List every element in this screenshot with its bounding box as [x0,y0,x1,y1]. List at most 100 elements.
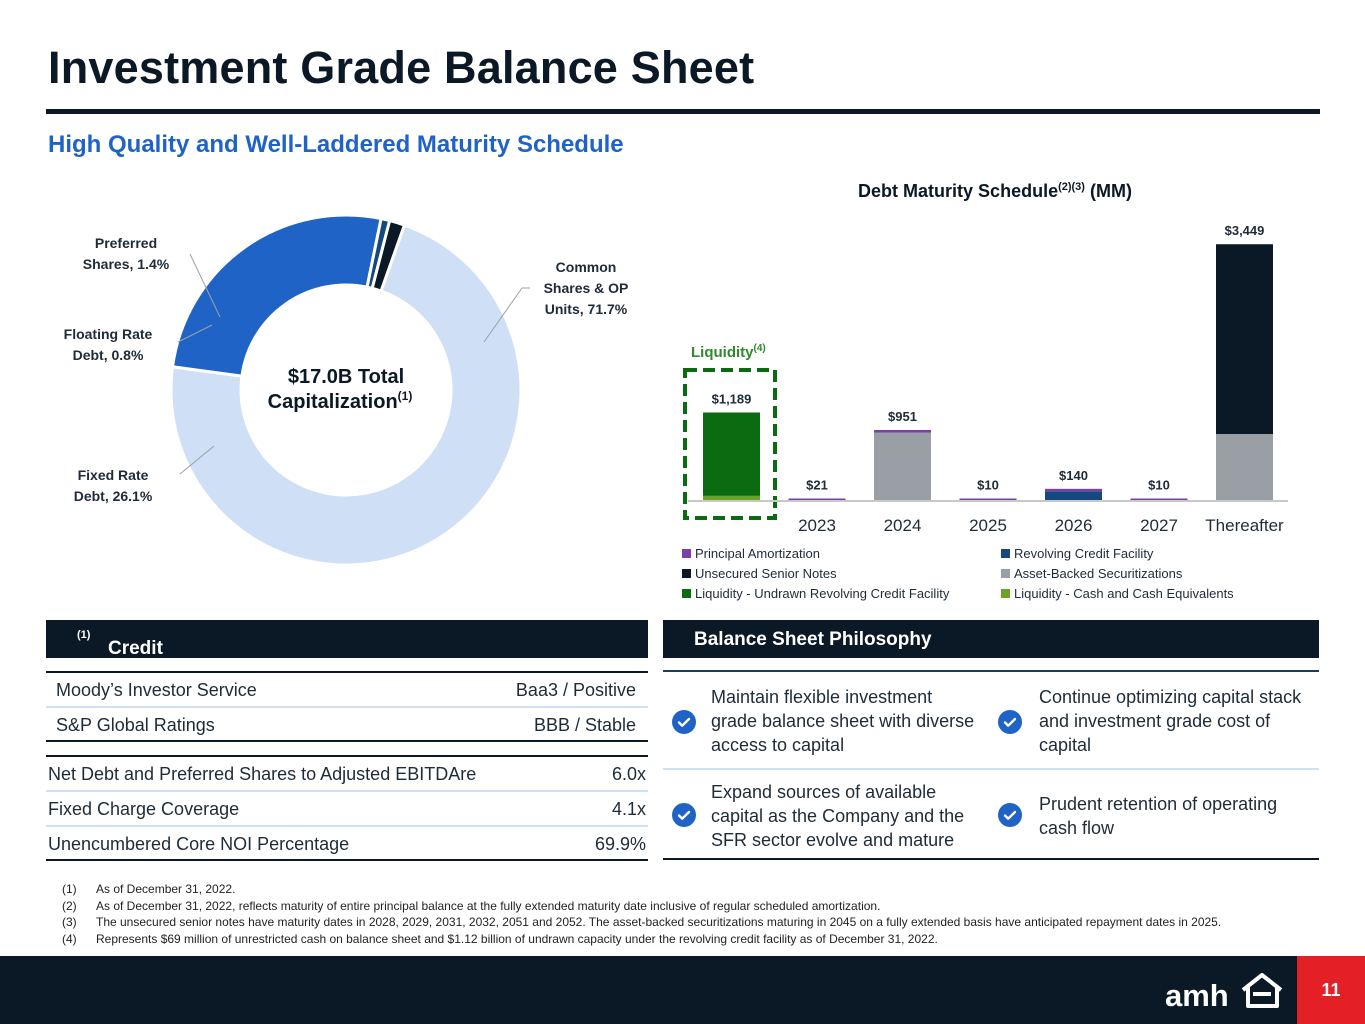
metric-label: Net Debt and Preferred Shares to Adjuste… [48,764,477,784]
philosophy-item-1: Maintain flexible investment grade balanc… [711,685,974,757]
bar-liquidity-liquidity-cash-and-cash-equivalents [703,495,760,501]
bar-2026-principal-amortization [1045,488,1102,492]
metrics-bottom-rule [46,859,648,861]
x-tick-label: 2027 [1140,516,1178,535]
bar-Thereafter-asset-backed-securitizations [1216,434,1273,501]
leader-line-fixed [179,445,215,475]
footnote-number: (1) [62,882,77,896]
check-icon [672,710,696,734]
metrics-top-rule [46,755,648,757]
check-icon [672,803,696,827]
leader-line-floating [177,324,213,343]
metric-label: Unencumbered Core NOI Percentage [48,834,350,854]
ratings-top-rule [46,671,648,673]
label-common-2: Shares & OP [544,280,629,296]
metric-row-net-debt: Net Debt and Preferred Shares to Adjuste… [46,757,648,791]
legend-swatch [682,569,691,578]
logo-text: amh [1165,978,1229,1012]
rating-row-moodys: Moody’s Investor Service Baa3 / Positive [46,673,648,707]
amh-logo: amh [1165,973,1283,1012]
label-common-1: Common [556,259,617,275]
philosophy-line: capital as the Company and the [711,806,965,826]
label-floating-2: Debt, 0.8% [73,347,144,363]
leader-line-common [483,287,523,343]
liquidity-box [683,368,777,520]
metric-row-fixed-charge: Fixed Charge Coverage 4.1x [46,792,648,826]
ratings-bottom-rule [46,740,648,742]
legend-item-liquidity-cash: Liquidity - Cash and Cash Equivalents [1001,586,1234,601]
philosophy-line: Continue optimizing capital stack [1039,687,1302,707]
house-icon [1241,973,1283,1008]
bar-total-label: $10 [1148,478,1170,493]
bar-Thereafter-unsecured-senior-notes [1216,244,1273,434]
footnote-number: (3) [62,915,77,929]
bar-2026-revolving-credit-facility [1045,491,1102,501]
legend-swatch [1001,549,1010,558]
debt-maturity-bar-chart: Debt Maturity Schedule(2)(3) (MM) Liquid… [683,181,1288,535]
footnote-text: As of December 31, 2022. [96,882,236,896]
credit-header-sup: (1) [77,629,91,641]
metric-value: 69.9% [594,834,646,854]
credit-ratings-header: Credit Ratings and Metrics (1) [46,620,648,725]
page-number: 11 [1297,956,1365,1024]
label-fixed-2: Debt, 26.1% [74,488,153,504]
x-tick-label: 2026 [1055,516,1093,535]
credit-ratings-header-text: Credit Ratings and Metrics (1) [77,629,178,725]
philosophy-line: and investment grade cost of [1039,711,1271,731]
philosophy-top-rule [663,670,1319,672]
metric-value: 6.0x [611,764,646,784]
donut-center-label: $17.0B Total [288,366,404,388]
legend-label: Liquidity - Undrawn Revolving Credit Fac… [695,586,950,601]
rating-label: Moody’s Investor Service [56,680,257,700]
check-icon [998,710,1022,734]
philosophy-bottom-rule [663,858,1319,860]
philosophy-divider [663,768,1319,770]
philosophy-line: SFR sector evolve and mature [711,830,955,850]
page-title: Investment Grade Balance Sheet [48,42,755,93]
bar-liquidity-liquidity-undrawn-revolving-credit-facility [703,412,760,496]
legend-item-revolving-credit: Revolving Credit Facility [1001,546,1153,561]
philosophy-header: Balance Sheet Philosophy [663,620,1319,658]
footnote-number: (4) [62,931,77,946]
philosophy-line: Prudent retention of operating [1039,794,1278,814]
bar-total-label: $3,449 [1225,223,1265,238]
label-fixed-1: Fixed Rate [78,467,149,483]
legend-swatch [1001,569,1010,578]
capitalization-donut-chart: Common Shares & OP Units, 71.7% Fixed Ra… [64,213,629,567]
legend-swatch [682,549,691,558]
section-subtitle: High Quality and Well-Laddered Maturity … [48,131,624,158]
ratings-divider [46,706,648,708]
legend-item-principal-amortization: Principal Amortization [682,546,820,561]
x-tick-label: Thereafter [1205,516,1284,535]
label-common-3: Units, 71.7% [545,301,628,317]
liquidity-label: Liquidity(4) [691,343,766,361]
philosophy-line: cash flow [1039,818,1115,838]
rating-value: BBB / Stable [533,715,636,735]
philosophy-line: grade balance sheet with diverse [711,711,975,731]
bar-2023-principal-amortization [788,498,846,501]
donut-slice-common-shares-op-units [169,223,523,567]
rating-row-sp: S&P Global Ratings BBB / Stable [46,708,648,742]
bar-2027-principal-amortization [1130,498,1188,501]
legend-item-unsecured-notes: Unsecured Senior Notes [682,566,837,581]
bar-total-label: $140 [1059,468,1088,483]
metrics-divider-2 [46,825,648,827]
label-floating-1: Floating Rate [64,326,153,342]
metric-label: Fixed Charge Coverage [48,799,240,819]
leader-line-preferred [189,253,221,318]
bar-chart-title: Debt Maturity Schedule(2)(3) (MM) [858,181,1132,201]
donut-center-label-2-text: Capitalization [268,391,398,413]
bar-total-label: $21 [806,478,828,493]
footer-bar [0,956,1365,1024]
philosophy-line: Maintain flexible investment [711,687,933,707]
title-divider [46,109,1320,114]
legend-label: Unsecured Senior Notes [695,566,837,581]
bar-chart-title-text: Debt Maturity Schedule [858,181,1058,201]
x-tick-label: 2023 [798,516,836,535]
bar-chart-title-sup: (2)(3) [1058,181,1085,193]
rating-label: S&P Global Ratings [56,715,215,735]
donut-slice-fixed-rate-debt [170,213,383,378]
philosophy-line: capital [1039,735,1092,755]
liquidity-label-text: Liquidity [691,344,754,361]
legend-label: Asset-Backed Securitizations [1014,566,1183,581]
